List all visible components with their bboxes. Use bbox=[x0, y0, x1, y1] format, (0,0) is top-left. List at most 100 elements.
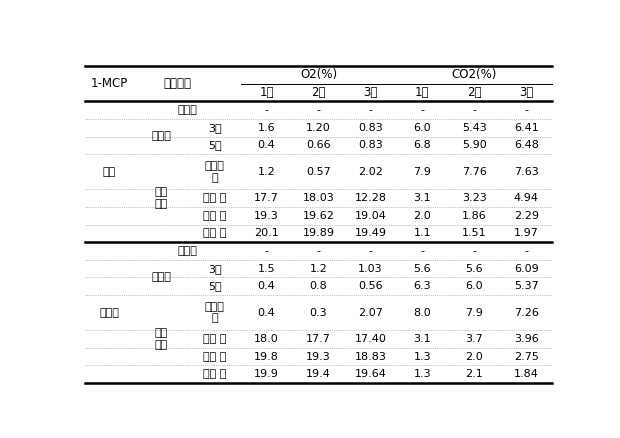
Text: 0.3: 0.3 bbox=[309, 307, 327, 318]
Text: 7.26: 7.26 bbox=[514, 307, 539, 318]
Text: -: - bbox=[316, 246, 321, 256]
Text: 무포장: 무포장 bbox=[177, 246, 197, 256]
Text: 2차: 2차 bbox=[467, 86, 482, 99]
Text: 처리: 처리 bbox=[103, 167, 116, 177]
Text: 구멍없
음: 구멍없 음 bbox=[205, 161, 224, 183]
Text: 3과: 3과 bbox=[208, 264, 221, 274]
Text: 0.66: 0.66 bbox=[306, 140, 331, 150]
Text: 0.56: 0.56 bbox=[358, 281, 383, 291]
Text: 18.03: 18.03 bbox=[303, 193, 334, 203]
Text: 무처리: 무처리 bbox=[99, 307, 119, 318]
Text: 1.03: 1.03 bbox=[358, 264, 383, 274]
Text: 1.3: 1.3 bbox=[414, 352, 431, 362]
Text: 1.2: 1.2 bbox=[258, 167, 275, 177]
Text: 2.29: 2.29 bbox=[514, 211, 539, 221]
Text: 1.3: 1.3 bbox=[414, 369, 431, 379]
Text: 구멍 중: 구멍 중 bbox=[203, 352, 226, 362]
Text: 19.89: 19.89 bbox=[303, 228, 334, 238]
Text: 1-MCP: 1-MCP bbox=[91, 77, 128, 90]
Text: 6.09: 6.09 bbox=[514, 264, 539, 274]
Text: 6.48: 6.48 bbox=[514, 140, 539, 150]
Text: 6.3: 6.3 bbox=[414, 281, 431, 291]
Text: -: - bbox=[472, 105, 476, 115]
Text: 1.6: 1.6 bbox=[258, 123, 275, 133]
Text: 5.6: 5.6 bbox=[414, 264, 431, 274]
Text: 구멍 소: 구멍 소 bbox=[203, 334, 226, 344]
Text: 17.7: 17.7 bbox=[254, 193, 279, 203]
Text: 0.83: 0.83 bbox=[358, 140, 383, 150]
Text: 5과: 5과 bbox=[208, 140, 221, 150]
Text: 1.2: 1.2 bbox=[309, 264, 327, 274]
Text: 날개
포장: 날개 포장 bbox=[155, 187, 168, 209]
Text: CO2(%): CO2(%) bbox=[451, 68, 497, 81]
Text: 2.0: 2.0 bbox=[466, 352, 483, 362]
Text: 1차: 1차 bbox=[415, 86, 430, 99]
Text: 19.04: 19.04 bbox=[355, 211, 386, 221]
Text: 17.40: 17.40 bbox=[355, 334, 386, 344]
Text: 2.1: 2.1 bbox=[466, 369, 483, 379]
Text: 19.9: 19.9 bbox=[254, 369, 279, 379]
Text: 19.3: 19.3 bbox=[306, 352, 331, 362]
Text: 1차: 1차 bbox=[259, 86, 274, 99]
Text: 19.8: 19.8 bbox=[254, 352, 279, 362]
Text: 포장방법: 포장방법 bbox=[163, 77, 191, 90]
Text: 7.9: 7.9 bbox=[466, 307, 483, 318]
Text: -: - bbox=[265, 105, 268, 115]
Text: 6.0: 6.0 bbox=[414, 123, 431, 133]
Text: 0.8: 0.8 bbox=[309, 281, 327, 291]
Text: 17.7: 17.7 bbox=[306, 334, 331, 344]
Text: 19.4: 19.4 bbox=[306, 369, 331, 379]
Text: 구멍 대: 구멍 대 bbox=[203, 369, 226, 379]
Text: 19.3: 19.3 bbox=[254, 211, 279, 221]
Text: -: - bbox=[525, 246, 528, 256]
Text: 구멍 대: 구멍 대 bbox=[203, 228, 226, 238]
Text: 0.4: 0.4 bbox=[258, 281, 275, 291]
Text: 8.0: 8.0 bbox=[414, 307, 432, 318]
Text: -: - bbox=[368, 105, 373, 115]
Text: 5과: 5과 bbox=[208, 281, 221, 291]
Text: 0.83: 0.83 bbox=[358, 123, 383, 133]
Text: 0.4: 0.4 bbox=[258, 307, 275, 318]
Text: 6.0: 6.0 bbox=[466, 281, 483, 291]
Text: 6.8: 6.8 bbox=[414, 140, 432, 150]
Text: 3차: 3차 bbox=[519, 86, 533, 99]
Text: 7.9: 7.9 bbox=[414, 167, 432, 177]
Text: 7.76: 7.76 bbox=[462, 167, 487, 177]
Text: 3.96: 3.96 bbox=[514, 334, 539, 344]
Text: 1.1: 1.1 bbox=[414, 228, 431, 238]
Text: 무포장: 무포장 bbox=[177, 105, 197, 115]
Text: 1.5: 1.5 bbox=[258, 264, 275, 274]
Text: 5.6: 5.6 bbox=[466, 264, 483, 274]
Text: 3차: 3차 bbox=[363, 86, 378, 99]
Text: 5.90: 5.90 bbox=[462, 140, 487, 150]
Text: O2(%): O2(%) bbox=[300, 68, 337, 81]
Text: 구멍 소: 구멍 소 bbox=[203, 193, 226, 203]
Text: 19.62: 19.62 bbox=[303, 211, 334, 221]
Text: 18.83: 18.83 bbox=[355, 352, 386, 362]
Text: 5.37: 5.37 bbox=[514, 281, 539, 291]
Text: 구멍 중: 구멍 중 bbox=[203, 211, 226, 221]
Text: 3.23: 3.23 bbox=[462, 193, 487, 203]
Text: -: - bbox=[525, 105, 528, 115]
Text: 5.43: 5.43 bbox=[462, 123, 487, 133]
Text: 2.75: 2.75 bbox=[514, 352, 539, 362]
Text: -: - bbox=[316, 105, 321, 115]
Text: 2.07: 2.07 bbox=[358, 307, 383, 318]
Text: 0.4: 0.4 bbox=[258, 140, 275, 150]
Text: 18.0: 18.0 bbox=[254, 334, 279, 344]
Text: -: - bbox=[265, 246, 268, 256]
Text: 3과: 3과 bbox=[208, 123, 221, 133]
Text: -: - bbox=[420, 246, 424, 256]
Text: 1.84: 1.84 bbox=[514, 369, 539, 379]
Text: 2.02: 2.02 bbox=[358, 167, 383, 177]
Text: 줄포장: 줄포장 bbox=[151, 272, 171, 283]
Text: -: - bbox=[472, 246, 476, 256]
Text: 19.49: 19.49 bbox=[355, 228, 386, 238]
Text: 12.28: 12.28 bbox=[355, 193, 386, 203]
Text: -: - bbox=[368, 246, 373, 256]
Text: 7.63: 7.63 bbox=[514, 167, 539, 177]
Text: 1.51: 1.51 bbox=[462, 228, 487, 238]
Text: 19.64: 19.64 bbox=[355, 369, 386, 379]
Text: 줄포장: 줄포장 bbox=[151, 131, 171, 141]
Text: 날개
포장: 날개 포장 bbox=[155, 328, 168, 350]
